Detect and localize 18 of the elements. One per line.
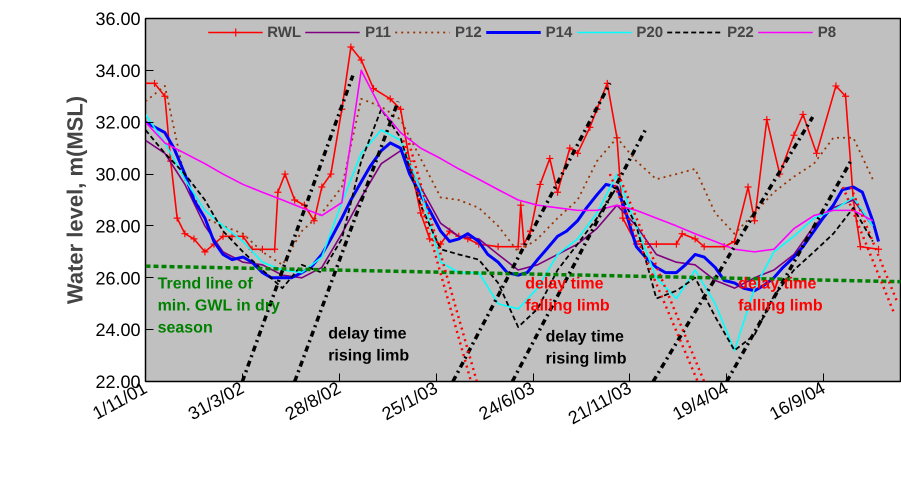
y-tick-label: 26.00 — [95, 268, 141, 288]
y-tick-label: 24.00 — [95, 320, 141, 340]
legend-label: P14 — [546, 24, 572, 40]
legend-label: RWL — [267, 24, 302, 40]
annotation: delay time rising limb — [546, 328, 627, 368]
legend-label: P11 — [365, 24, 391, 40]
legend-label: P22 — [727, 24, 754, 40]
y-axis-title: Water level, m(MSL) — [62, 96, 88, 304]
y-tick-label: 34.00 — [95, 60, 141, 81]
y-tick-label: 30.00 — [95, 164, 141, 185]
y-tick-label: 32.00 — [95, 112, 141, 133]
y-tick-label: 36.00 — [95, 9, 141, 29]
y-tick-label: 28.00 — [95, 216, 141, 236]
legend-label: P8 — [818, 24, 838, 40]
legend-label: P20 — [636, 24, 664, 40]
annotation: delay time rising limb — [328, 326, 410, 365]
annotation: Trend line of min. GWL in dry season — [158, 276, 280, 337]
legend-label: P12 — [454, 24, 482, 40]
